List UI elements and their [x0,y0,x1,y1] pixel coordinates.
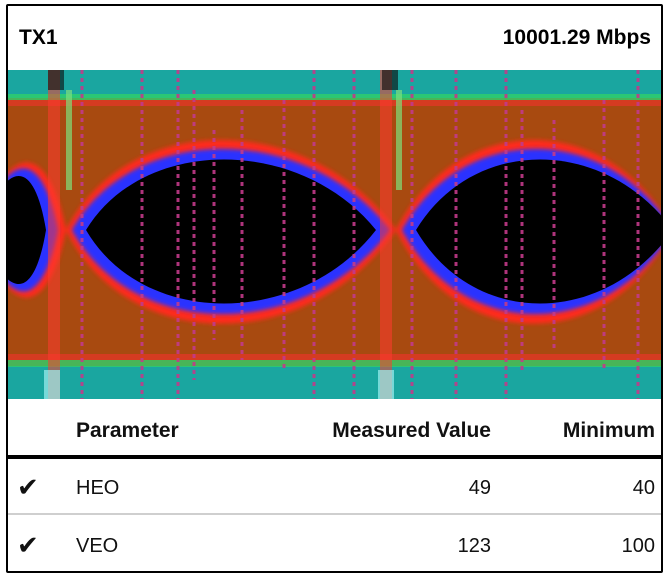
column-header-measured-value: Measured Value [332,419,491,442]
row-minimum: 100 [621,535,655,557]
table-header: Parameter Measured Value Minimum [8,399,661,459]
table-row: ✔ VEO 123 100 [8,515,661,571]
panel-header: TX1 10001.29 Mbps [8,6,661,70]
column-header-parameter: Parameter [76,419,179,442]
row-measured-value: 49 [468,477,491,499]
eye-diagram-panel: TX1 10001.29 Mbps [6,4,663,573]
eye-diagram [8,70,661,399]
column-header-minimum: Minimum [562,419,655,442]
header-divider [8,455,661,459]
check-icon: ✔ [17,530,39,560]
data-rate: 10001.29 Mbps [502,26,651,49]
measurement-table: Parameter Measured Value Minimum ✔ HEO 4… [8,399,661,571]
row-measured-value: 123 [457,535,491,557]
row-minimum: 40 [632,477,655,499]
row-parameter: VEO [76,535,119,557]
eye-diagram-graphic [8,70,661,399]
channel-label: TX1 [19,26,58,49]
bottom-rail [8,366,661,399]
check-icon: ✔ [17,472,39,502]
eye-opening-edge [8,176,46,284]
table-row: ✔ HEO 49 40 [8,457,661,515]
top-rail [8,70,661,98]
jitter-streaks [80,70,640,399]
eye-opening-right [416,159,661,304]
eye-opening-left [86,159,376,304]
row-parameter: HEO [76,477,120,499]
